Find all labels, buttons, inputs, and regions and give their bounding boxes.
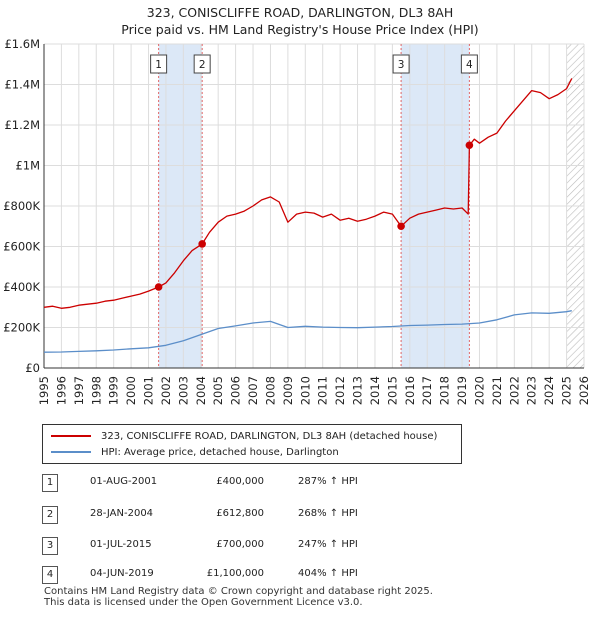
sale-badge-label-3: 3: [398, 59, 405, 71]
transaction-price: £1,100,000: [206, 568, 264, 579]
transaction-badge: 3: [42, 537, 58, 555]
y-tick-label: £1M: [15, 159, 40, 173]
y-tick-label: £200K: [3, 321, 40, 335]
hpi-line: [43, 310, 572, 353]
y-tick-label: £1.2M: [4, 118, 40, 132]
transaction-hpi: 247% ↑ HPI: [298, 539, 358, 550]
x-tick-label: 2001: [142, 376, 156, 405]
sale-marker-2: [198, 240, 206, 248]
chart-title-line-1: 323, CONISCLIFFE ROAD, DARLINGTON, DL3 8…: [146, 5, 454, 20]
x-tick-label: 2013: [351, 376, 365, 405]
x-tick-label: 2014: [368, 376, 382, 405]
y-tick-labels: £0 £200K £400K £600K £800K £1M £1.2M £1.4M £1.6M: [3, 37, 40, 375]
y-tick-label: £400K: [3, 280, 40, 294]
sale-marker-3: [397, 222, 405, 231]
x-tick-label: 2008: [263, 376, 277, 405]
sale-badge-label-4: 4: [466, 59, 473, 71]
sale-badge-box-4: [460, 54, 478, 74]
y-tick-label: £600K: [3, 240, 40, 254]
x-tick-label: 2015: [385, 376, 399, 405]
x-tick-label: 2019: [455, 376, 469, 405]
x-tick-label: 2018: [438, 376, 452, 405]
transaction-hpi: 404% ↑ HPI: [298, 568, 358, 579]
axes: [43, 44, 584, 369]
property-line: [43, 78, 573, 309]
x-tick-label: 2025: [560, 376, 574, 405]
transaction-price: £612,800: [216, 508, 264, 519]
x-tick-label: 2026: [577, 376, 591, 405]
x-tick-label: 2007: [246, 376, 260, 405]
transaction-badge: 1: [42, 474, 58, 492]
y-tick-label: £1.4M: [4, 78, 40, 92]
y-tick-label: £0: [25, 361, 40, 375]
sale-markers: [154, 141, 474, 291]
x-tick-label: 2004: [194, 376, 208, 405]
x-tick-label: 2003: [176, 376, 190, 405]
x-tick-label: 2016: [403, 376, 417, 405]
sale-badge-label-1: 1: [155, 59, 162, 71]
y-tick-label: £800K: [3, 199, 40, 213]
x-tick-label: 1995: [37, 376, 51, 405]
x-tick-label: 2022: [507, 376, 521, 405]
transaction-date: 04-JUN-2019: [90, 568, 154, 579]
sale-badge-box-3: [392, 54, 410, 74]
transaction-date: 28-JAN-2004: [90, 508, 154, 519]
x-tick-label: 2023: [525, 376, 539, 405]
sale-vertical-lines: [158, 44, 470, 368]
x-tick-label: 2017: [420, 376, 434, 405]
x-tick-label: 2005: [211, 376, 225, 405]
sale-badges: 1 2 3 4: [150, 54, 478, 74]
footer-line-1: Contains HM Land Registry data © Crown c…: [44, 586, 433, 597]
chart-title: 323, CONISCLIFFE ROAD, DARLINGTON, DL3 8…: [0, 4, 600, 38]
transaction-badge: 2: [42, 506, 58, 524]
x-tick-label: 2000: [124, 376, 138, 405]
sale-badge-box-2: [193, 54, 211, 74]
footer: Contains HM Land Registry data © Crown c…: [44, 586, 433, 608]
x-tick-label: 2020: [472, 376, 486, 405]
transaction-price: £700,000: [216, 539, 264, 550]
legend-item-hpi: HPI: Average price, detached house, Darl…: [51, 445, 339, 459]
price-chart: £0 £200K £400K £600K £800K £1M £1.2M £1.4M £1.6M…: [3, 37, 591, 405]
footer-line-2: This data is licensed under the Open Gov…: [44, 597, 363, 608]
x-tick-label: 2021: [490, 376, 504, 405]
legend-property-swatch: [51, 435, 91, 437]
transaction-hpi: 287% ↑ HPI: [298, 476, 358, 487]
transaction-hpi: 268% ↑ HPI: [298, 508, 358, 519]
transaction-badge: 4: [42, 566, 58, 584]
x-tick-labels: 1995 1996 1997 1998 1999 2000 2001 2002 2003 2004…: [37, 376, 591, 405]
x-tick-label: 2009: [281, 376, 295, 405]
x-tick-label: 1999: [107, 376, 121, 405]
sale-marker-4: [465, 141, 474, 150]
y-tick-label: £1.6M: [4, 37, 40, 51]
sale-badge-label-2: 2: [199, 59, 206, 71]
transaction-date: 01-JUL-2015: [90, 539, 152, 550]
transaction-price: £400,000: [216, 476, 264, 487]
legend-hpi-label: HPI: Average price, detached house, Darl…: [101, 446, 339, 458]
x-tick-label: 2012: [333, 376, 347, 405]
chart-title-line-2: Price paid vs. HM Land Registry's House …: [121, 22, 479, 37]
legend-hpi-swatch: [51, 451, 91, 453]
x-tick-label: 1998: [89, 376, 103, 405]
x-tick-label: 1997: [72, 376, 86, 405]
transaction-date: 01-AUG-2001: [90, 476, 158, 487]
x-tick-label: 2011: [316, 376, 330, 405]
x-tick-label: 2006: [229, 376, 243, 405]
x-tick-label: 2010: [298, 376, 312, 405]
sale-marker-1: [154, 283, 163, 291]
sale-badge-box-1: [150, 54, 168, 74]
legend-property-label: 323, CONISCLIFFE ROAD, DARLINGTON, DL3 8…: [101, 430, 438, 442]
grid-lines: [43, 43, 585, 369]
x-tick-label: 2002: [159, 376, 173, 405]
x-tick-label: 2024: [542, 376, 556, 405]
x-tick-label: 1996: [54, 376, 68, 405]
series-lines: [43, 78, 573, 353]
legend: 323, CONISCLIFFE ROAD, DARLINGTON, DL3 8…: [42, 424, 462, 464]
legend-item-property: 323, CONISCLIFFE ROAD, DARLINGTON, DL3 8…: [51, 429, 437, 443]
